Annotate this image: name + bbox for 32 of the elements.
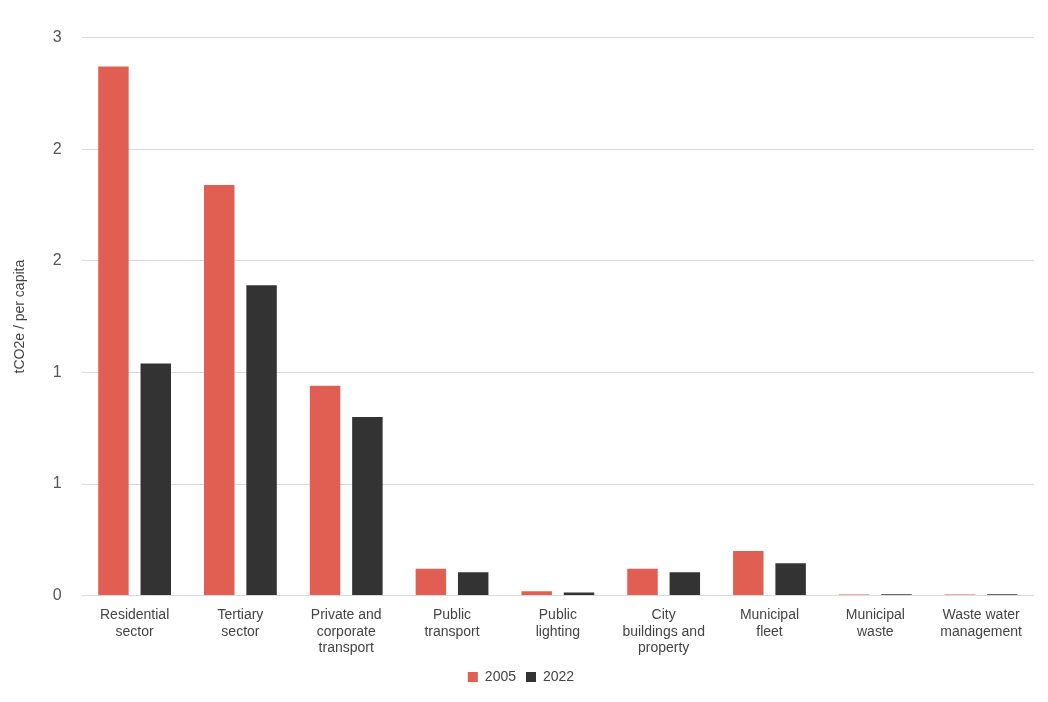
bar: [733, 550, 764, 596]
x-tick-label: Municipal waste: [845, 605, 905, 639]
y-tick-label: 2: [52, 139, 62, 157]
bar: [457, 572, 489, 596]
bar: [521, 591, 552, 596]
bar: [415, 568, 447, 596]
bar: [246, 285, 277, 596]
y-tick-label: 3: [52, 28, 62, 46]
bar: [352, 417, 383, 596]
bar: [204, 184, 235, 596]
x-tick-label: City buildings and property: [622, 605, 705, 656]
y-axis-title: tCO2e / per capita: [11, 259, 28, 374]
bar: [775, 563, 806, 596]
bar: [563, 592, 595, 596]
x-tick-label: Public transport: [424, 605, 480, 639]
bar: [309, 385, 341, 596]
y-tick-label: 1: [52, 362, 62, 380]
x-tick-label: Public lighting: [535, 605, 581, 639]
x-tick-label: Private and corporate transport: [310, 605, 382, 656]
x-tick-label: Waste water management: [940, 605, 1023, 639]
y-tick-label: 1: [52, 474, 62, 492]
bar: [627, 568, 658, 596]
bar: [669, 572, 701, 596]
bar: [98, 66, 129, 596]
legend-label: 2022: [543, 667, 575, 684]
bar: [140, 363, 171, 596]
x-tick-label: Tertiary sector: [217, 605, 264, 639]
y-tick-label: 2: [52, 251, 62, 269]
legend-label: 2005: [484, 667, 517, 684]
x-tick-label: Municipal fleet: [739, 605, 800, 639]
y-tick-label: 0: [52, 586, 62, 604]
x-tick-label: Residential sector: [99, 605, 170, 639]
